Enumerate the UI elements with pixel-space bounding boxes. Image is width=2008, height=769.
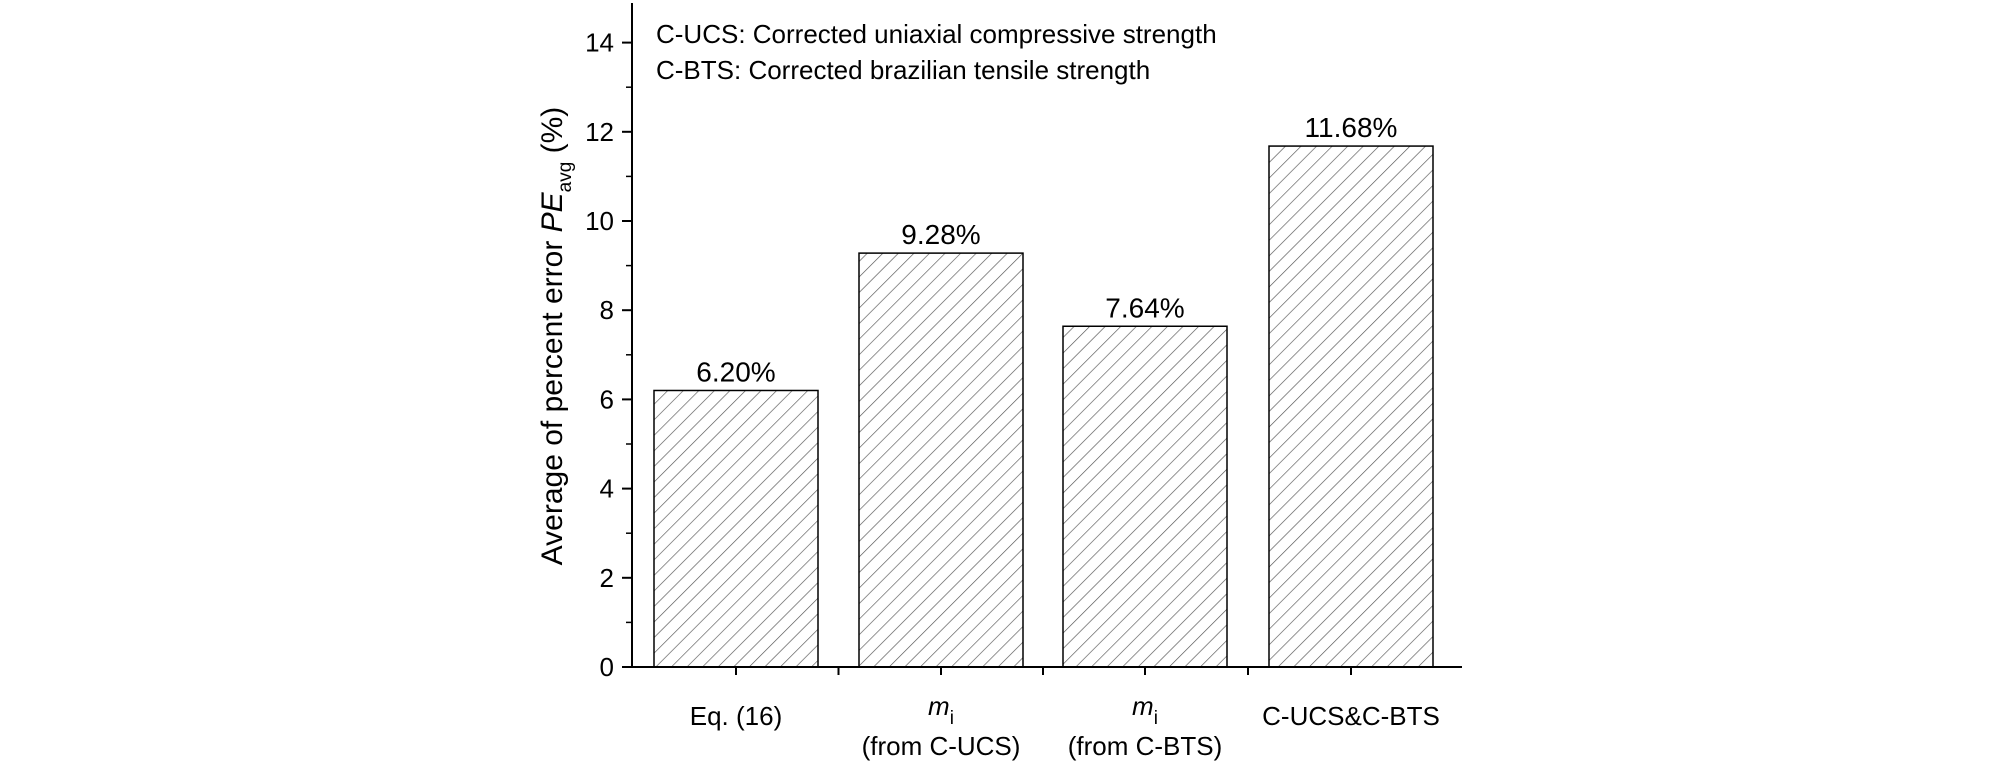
annotation-line: C-BTS: Corrected brazilian tensile stren… [656, 55, 1150, 85]
data-label: 6.20% [696, 356, 775, 387]
y-tick-label: 0 [600, 652, 614, 682]
y-tick-label: 6 [600, 384, 614, 414]
bar [1062, 325, 1228, 668]
bars-layer [653, 145, 1434, 668]
annotation-line: C-UCS: Corrected uniaxial compressive st… [656, 19, 1217, 49]
y-axis-label: Average of percent error PEavg (%) [536, 107, 576, 566]
x-tick-label: Eq. (16) [690, 701, 783, 731]
data-label: 7.64% [1105, 292, 1184, 323]
y-tick-label: 10 [585, 206, 614, 236]
x-tick-label: mi [1132, 691, 1158, 729]
y-tick-label: 4 [600, 474, 614, 504]
y-tick-label: 12 [585, 117, 614, 147]
annotation-block: C-UCS: Corrected uniaxial compressive st… [656, 19, 1217, 85]
y-tick-label: 8 [600, 295, 614, 325]
data-labels-layer: 6.20% 9.28% 7.64% 11.68% [696, 112, 1397, 387]
y-tick-label: 14 [585, 28, 614, 58]
bar [858, 252, 1024, 668]
data-label: 11.68% [1305, 112, 1398, 143]
x-tick-label-line2: (from C-BTS) [1068, 731, 1223, 761]
bar [653, 389, 819, 668]
data-label: 9.28% [901, 219, 980, 250]
x-tick-label: mi [928, 691, 954, 729]
y-tick-label: 2 [600, 563, 614, 593]
bar [1268, 145, 1434, 668]
x-tick-label-line2: (from C-UCS) [862, 731, 1021, 761]
x-tick-label: C-UCS&C-BTS [1262, 701, 1440, 731]
